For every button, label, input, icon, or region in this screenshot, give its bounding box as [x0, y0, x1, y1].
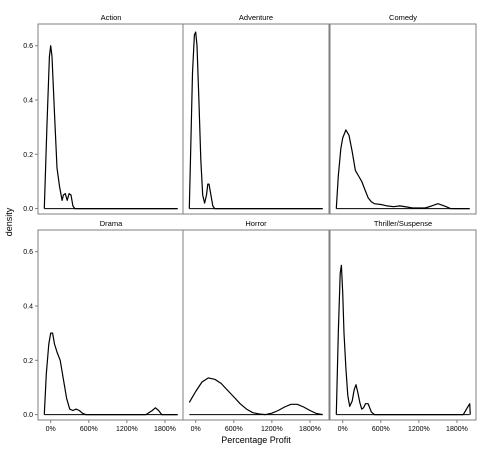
x-tick-label: 1200% — [116, 426, 138, 433]
facet-thriller-suspense: Thriller/Suspense 0% 600% 1200% 1800% — [329, 219, 477, 433]
facet-drama: Drama 0.0 0.2 0.4 0.6 0% 600% 1200% 1800% — [23, 219, 185, 433]
y-tick-label: 0.2 — [23, 358, 33, 365]
density-curve — [188, 377, 323, 416]
y-tick-label: 0.4 — [23, 98, 33, 105]
facet-panels: Action 0.0 0.2 0.4 0.6 Adventure Comedy Drama 0.… — [23, 13, 477, 433]
density-curve — [188, 31, 323, 210]
y-axis-title: density — [4, 207, 14, 236]
x-tick-label: 600% — [80, 426, 98, 433]
facet-adventure: Adventure — [182, 13, 330, 215]
y-tick-label: 0.0 — [23, 412, 33, 419]
y-tick-label: 0.0 — [23, 206, 33, 213]
x-tick-label: 0% — [46, 426, 56, 433]
y-tick-label: 0.6 — [23, 43, 33, 50]
panel-border — [182, 23, 330, 215]
density-curve — [43, 45, 178, 210]
y-tick-label: 0.6 — [23, 249, 33, 256]
panel-border — [329, 23, 477, 215]
density-curve — [335, 129, 470, 210]
x-tick-label: 0% — [191, 426, 201, 433]
facet-label: Adventure — [239, 13, 273, 22]
x-tick-label: 1200% — [408, 426, 430, 433]
density-curve — [335, 264, 471, 416]
facet-label: Thriller/Suspense — [374, 219, 432, 228]
density-curve — [43, 332, 178, 416]
facet-label: Drama — [100, 219, 123, 228]
x-tick-label: 1800% — [154, 426, 176, 433]
y-tick-label: 0.4 — [23, 304, 33, 311]
panel-border — [37, 23, 185, 215]
panel-border — [37, 229, 185, 421]
x-tick-label: 0% — [338, 426, 348, 433]
x-tick-label: 1200% — [261, 426, 283, 433]
facet-label: Action — [101, 13, 122, 22]
facet-action: Action 0.0 0.2 0.4 0.6 — [23, 13, 185, 215]
facet-label: Comedy — [389, 13, 417, 22]
x-tick-label: 600% — [225, 426, 243, 433]
panel-border — [329, 229, 477, 421]
y-tick-label: 0.2 — [23, 152, 33, 159]
x-axis-title: Percentage Profit — [221, 435, 291, 445]
facet-comedy: Comedy — [329, 13, 477, 215]
facet-label: Horror — [245, 219, 267, 228]
facet-horror: Horror 0% 600% 1200% 1800% — [182, 219, 330, 433]
panel-border — [182, 229, 330, 421]
x-tick-label: 1800% — [446, 426, 468, 433]
x-tick-label: 600% — [372, 426, 390, 433]
x-tick-label: 1800% — [299, 426, 321, 433]
